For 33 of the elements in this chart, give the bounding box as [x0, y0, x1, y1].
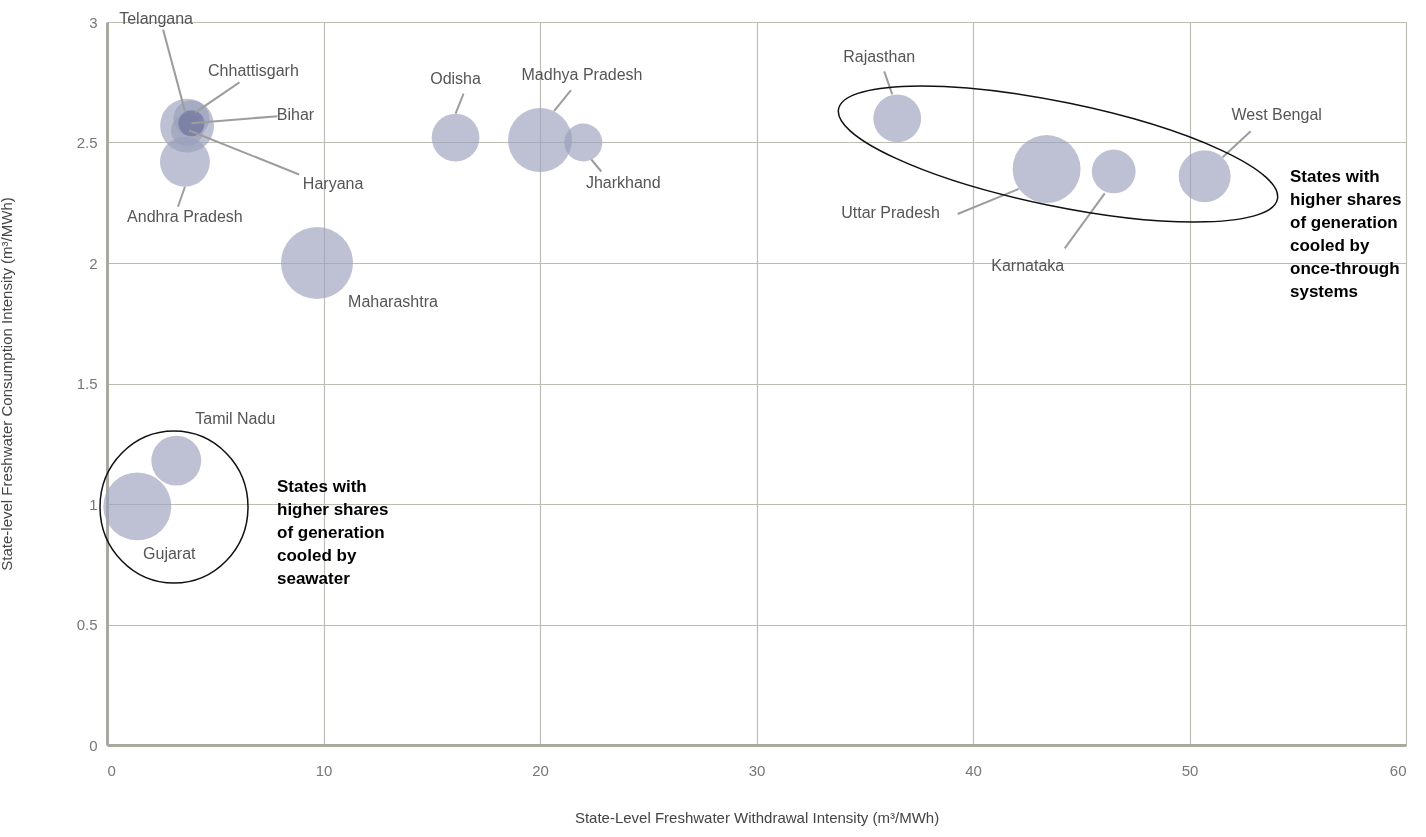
text: Telangana [119, 9, 194, 27]
y-tick-label: 0.5 [76, 616, 98, 633]
x-tick-label: 10 [315, 761, 333, 779]
x-tick-label: 60 [1389, 761, 1407, 779]
annotation: States with higher shares of generation cooled by seawater [277, 477, 389, 588]
series-label: Andhra Pradesh [127, 208, 243, 226]
y-tick-label: 2.5 [76, 134, 98, 151]
series-label: Maharashtra [348, 293, 439, 311]
annotation: States with higher shares of generation cooled by once-through systems [1290, 167, 1402, 301]
text: Bihar [276, 106, 315, 124]
text: Uttar Pradesh [841, 204, 940, 222]
series-label: Madhya Pradesh [521, 66, 643, 84]
y-tick-label: 3 [89, 13, 98, 31]
y-tick-label: 0 [89, 736, 98, 754]
text: West Bengal [1231, 106, 1322, 124]
text: Haryana [302, 174, 364, 192]
y-axis-title: State-level Freshwater Consumption Intensity (m³/MWh) [0, 197, 15, 571]
series-label: Jharkhand [585, 173, 661, 191]
text: Rajasthan [843, 47, 916, 65]
x-tick-label: 40 [965, 761, 982, 779]
x-tick-label: 20 [532, 761, 549, 779]
x-tick-label: 30 [748, 761, 766, 779]
text: Odisha [430, 69, 482, 87]
y-tick-label: 2 [89, 254, 98, 272]
y-tick-label: 1 [89, 495, 98, 513]
series-label: Chhattisgarh [208, 61, 299, 79]
x-tick-label: 0 [107, 761, 116, 779]
x-tick-label: 50 [1181, 761, 1199, 779]
series-label: Tamil Nadu [195, 409, 276, 427]
text: Karnataka [991, 256, 1065, 274]
y-tick-label: 1.5 [76, 375, 98, 392]
x-axis-title: State-Level Freshwater Withdrawal Intensity (m³/MWh) [574, 808, 940, 826]
series-label: Gujarat [143, 544, 197, 562]
